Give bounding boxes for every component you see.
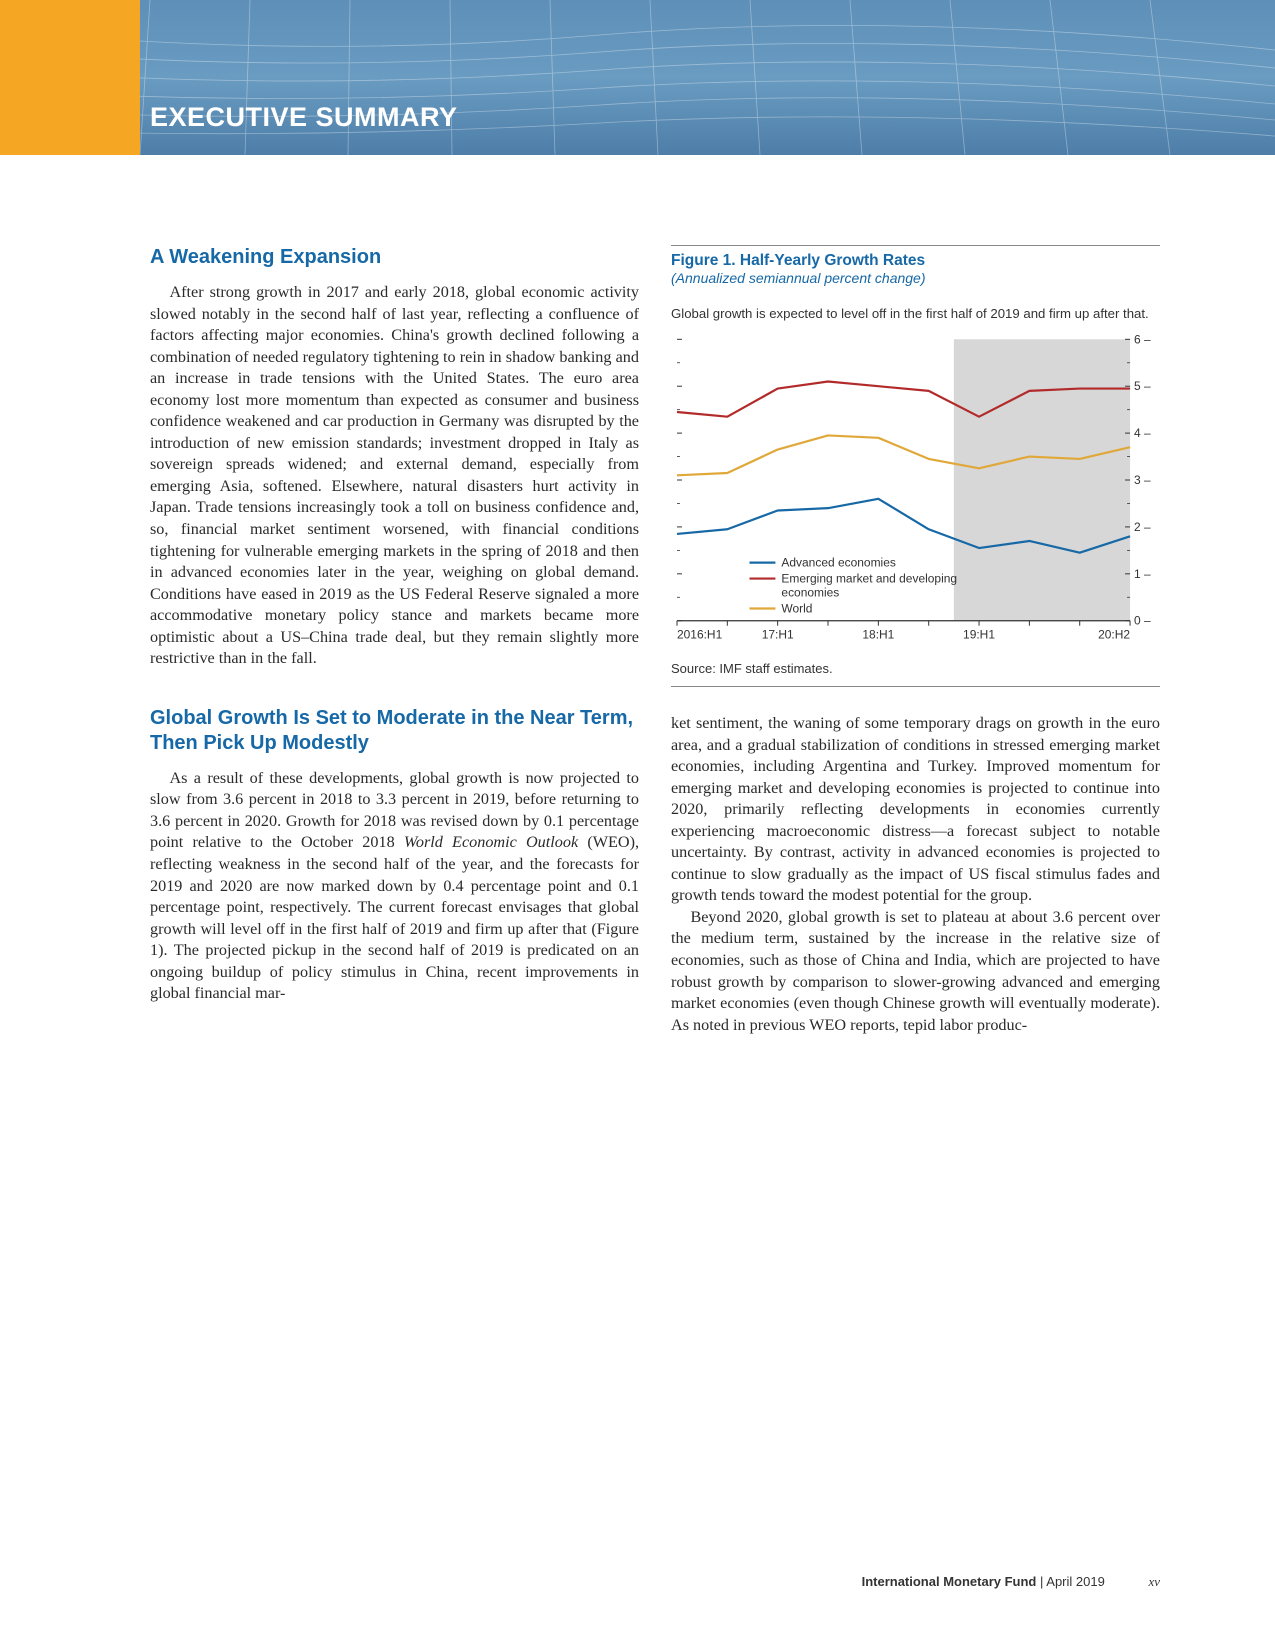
- svg-text:6: 6: [1134, 333, 1141, 346]
- footer-page-number: xv: [1148, 1574, 1160, 1589]
- svg-text:–: –: [1144, 520, 1151, 534]
- svg-text:economies: economies: [781, 586, 839, 600]
- section-2-body-right-2: Beyond 2020, global growth is set to pla…: [671, 907, 1160, 1036]
- svg-text:–: –: [1144, 333, 1151, 346]
- figure-chart: 0–1–2–3–4–5–6–2016:H117:H118:H119:H120:H…: [671, 333, 1160, 643]
- svg-text:–: –: [1144, 473, 1151, 487]
- svg-text:4: 4: [1134, 426, 1141, 440]
- svg-text:19:H1: 19:H1: [963, 628, 995, 642]
- figure-subtitle: (Annualized semiannual percent change): [671, 270, 1160, 286]
- svg-text:–: –: [1144, 426, 1151, 440]
- page-title: EXECUTIVE SUMMARY: [150, 102, 458, 133]
- svg-text:Advanced economies: Advanced economies: [781, 556, 895, 570]
- svg-text:17:H1: 17:H1: [762, 628, 794, 642]
- section-2-heading: Global Growth Is Set to Moderate in the …: [150, 706, 639, 756]
- svg-text:1: 1: [1134, 567, 1141, 581]
- footer-date: April 2019: [1046, 1574, 1105, 1589]
- section-1-body: After strong growth in 2017 and early 20…: [150, 282, 639, 670]
- svg-text:2016:H1: 2016:H1: [677, 628, 723, 642]
- section-1-heading: A Weakening Expansion: [150, 245, 639, 270]
- figure-caption: Global growth is expected to level off i…: [671, 306, 1160, 321]
- footer-org: International Monetary Fund: [862, 1574, 1037, 1589]
- svg-text:5: 5: [1134, 379, 1141, 393]
- figure-source: Source: IMF staff estimates.: [671, 661, 1160, 676]
- figure-title: Figure 1. Half-Yearly Growth Rates: [671, 252, 1160, 270]
- svg-text:20:H2: 20:H2: [1098, 628, 1130, 642]
- column-left: A Weakening Expansion After strong growt…: [150, 245, 639, 1036]
- page-footer: International Monetary Fund | April 2019…: [0, 1574, 1160, 1590]
- svg-text:18:H1: 18:H1: [862, 628, 894, 642]
- svg-text:Emerging market and developing: Emerging market and developing: [781, 572, 957, 586]
- content-columns: A Weakening Expansion After strong growt…: [150, 245, 1160, 1036]
- svg-text:0: 0: [1134, 614, 1141, 628]
- svg-text:World: World: [781, 602, 812, 616]
- svg-text:–: –: [1144, 567, 1151, 581]
- svg-text:–: –: [1144, 379, 1151, 393]
- column-right: Figure 1. Half-Yearly Growth Rates (Annu…: [671, 245, 1160, 1036]
- svg-text:3: 3: [1134, 473, 1141, 487]
- figure-1: Figure 1. Half-Yearly Growth Rates (Annu…: [671, 245, 1160, 687]
- svg-text:2: 2: [1134, 520, 1141, 534]
- section-2-body-right-1: ket sentiment, the waning of some tempor…: [671, 713, 1160, 907]
- section-2-body-left: As a result of these developments, globa…: [150, 768, 639, 1005]
- header-band: EXECUTIVE SUMMARY: [0, 0, 1275, 155]
- svg-text:–: –: [1144, 614, 1151, 628]
- header-accent-block: [0, 0, 140, 155]
